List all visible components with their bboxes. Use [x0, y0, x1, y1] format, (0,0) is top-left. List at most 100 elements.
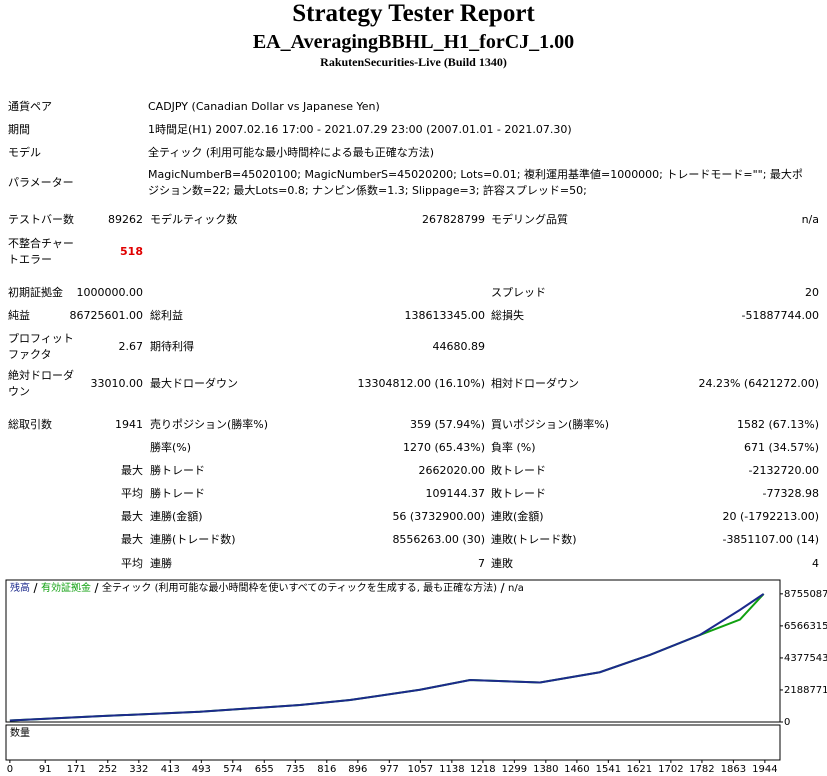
- stat-label: 負率 (%): [491, 441, 536, 454]
- stat-label: 絶対ドローダウン: [8, 369, 74, 398]
- stat-label: 買いポジション(勝率%): [491, 418, 610, 431]
- stat-value: 109144.37: [425, 487, 486, 500]
- stat-label: 勝率(%): [150, 441, 192, 454]
- stat-value: 89262: [108, 213, 143, 226]
- stat-value: 平均: [121, 487, 143, 500]
- y-tick-label: 43775435: [784, 653, 827, 664]
- legend-mode: 全ティック (利用可能な最小時間枠を使いすべてのティックを生成する, 最も正確な…: [102, 581, 497, 594]
- summary-value: MagicNumberB=45020100; MagicNumberS=4502…: [148, 168, 803, 197]
- stat-label: 連敗(トレード数): [491, 533, 577, 546]
- report-build: RakutenSecurities-Live (Build 1340): [320, 55, 507, 69]
- stat-value: 2.67: [118, 340, 144, 353]
- stat-label: モデルティック数: [150, 213, 238, 226]
- stat-value: 359 (57.94%): [409, 418, 485, 431]
- x-tick-label: 332: [129, 764, 148, 775]
- stat-value: 最大: [121, 464, 143, 477]
- stat-value: 1582 (67.13%): [736, 418, 819, 431]
- x-tick-label: 171: [67, 764, 86, 775]
- series-line: [9, 593, 765, 722]
- stat-value: 518: [120, 245, 143, 258]
- legend-separator: [33, 582, 38, 594]
- summary-label: 期間: [8, 123, 30, 136]
- stat-label: 相対ドローダウン: [491, 377, 579, 390]
- x-tick-label: 977: [380, 764, 399, 775]
- summary-label: 通貨ペア: [8, 100, 52, 113]
- x-tick-label: 1944: [752, 764, 777, 775]
- x-tick-label: 1702: [658, 764, 683, 775]
- stat-label: 敗トレード: [491, 464, 546, 477]
- stat-label: 敗トレード: [491, 487, 546, 500]
- stat-value: 20 (-1792213.00): [722, 510, 819, 523]
- stat-label: 総利益: [150, 309, 183, 322]
- stat-value: 最大: [121, 510, 143, 523]
- x-tick-label: 896: [348, 764, 367, 775]
- summary-value: 全ティック (利用可能な最小時間枠による最も正確な方法): [148, 146, 435, 159]
- stat-value: 56 (3732900.00): [392, 510, 485, 523]
- x-tick-label: 1057: [408, 764, 433, 775]
- stat-label: 連勝(トレード数): [150, 533, 236, 546]
- stat-label: スプレッド: [491, 286, 546, 299]
- x-tick-label: 1299: [502, 764, 527, 775]
- stat-label: 総取引数: [8, 418, 52, 431]
- y-tick-label: 0: [784, 717, 790, 728]
- stat-label: プロフィットファクタ: [8, 332, 74, 361]
- stat-value: 138613345.00: [404, 309, 485, 322]
- series-line: [9, 593, 765, 722]
- stat-value: 2662020.00: [418, 464, 485, 477]
- summary-label: パラメーター: [8, 176, 74, 189]
- stat-label: モデリング品質: [491, 213, 568, 226]
- stat-value: 1270 (65.43%): [402, 441, 485, 454]
- stat-label: 勝トレード: [150, 487, 205, 500]
- stat-label: 初期証拠金: [8, 286, 63, 299]
- volume-label: 数量: [10, 726, 30, 739]
- x-tick-label: 1138: [439, 764, 464, 775]
- stat-value: 13304812.00 (16.10%): [357, 377, 485, 390]
- legend-entry: 有効証拠金: [41, 581, 91, 594]
- y-tick-label: 87550871: [784, 589, 827, 600]
- summary-value: 1時間足(H1) 2007.02.16 17:00 - 2021.07.29 2…: [148, 123, 572, 136]
- report-subtitle: EA_AveragingBBHL_H1_forCJ_1.00: [252, 31, 575, 53]
- legend-entry: 残高: [10, 581, 30, 594]
- stat-label: 連敗(金額): [491, 510, 544, 523]
- stat-label: 連敗: [491, 557, 513, 570]
- x-tick-label: 493: [192, 764, 211, 775]
- x-tick-label: 252: [98, 764, 117, 775]
- stat-value: 最大: [121, 533, 143, 546]
- stat-value: 33010.00: [90, 377, 144, 390]
- x-tick-label: 816: [317, 764, 336, 775]
- report-title: Strategy Tester Report: [292, 0, 535, 27]
- stat-value: 267828799: [422, 213, 485, 226]
- x-tick-label: 1218: [470, 764, 495, 775]
- x-tick-label: 413: [161, 764, 180, 775]
- legend-quality: n/a: [508, 583, 524, 594]
- stat-value: n/a: [801, 213, 819, 226]
- stat-value: 20: [805, 286, 819, 299]
- stat-value: -2132720.00: [748, 464, 819, 477]
- x-tick-label: 1782: [689, 764, 714, 775]
- stat-label: テストバー数: [8, 213, 74, 226]
- plot-frame: [5, 579, 781, 723]
- stat-label: 総損失: [491, 309, 524, 322]
- x-tick-label: 1460: [564, 764, 589, 775]
- stat-label: 売りポジション(勝率%): [150, 418, 269, 431]
- y-tick-label: 65663153: [784, 621, 827, 632]
- stat-value: 1000000.00: [76, 286, 143, 299]
- summary-value: CADJPY (Canadian Dollar vs Japanese Yen): [148, 100, 380, 113]
- stat-label: 勝トレード: [150, 464, 205, 477]
- x-tick-label: 1541: [596, 764, 621, 775]
- x-tick-label: 1863: [721, 764, 746, 775]
- y-tick-label: 21887718: [784, 685, 827, 696]
- stat-value: 4: [812, 557, 819, 570]
- stat-label: 期待利得: [150, 340, 194, 353]
- volume-frame: [5, 724, 781, 761]
- stat-label: 純益: [8, 309, 30, 322]
- stat-value: 7: [478, 557, 485, 570]
- x-tick-label: 91: [39, 764, 52, 775]
- x-tick-label: 1621: [627, 764, 652, 775]
- stat-value: 1941: [115, 418, 143, 431]
- stat-label: 連勝: [150, 557, 172, 570]
- x-tick-label: 574: [223, 764, 242, 775]
- stat-value: 24.23% (6421272.00): [698, 377, 819, 390]
- legend-separator: [94, 582, 99, 594]
